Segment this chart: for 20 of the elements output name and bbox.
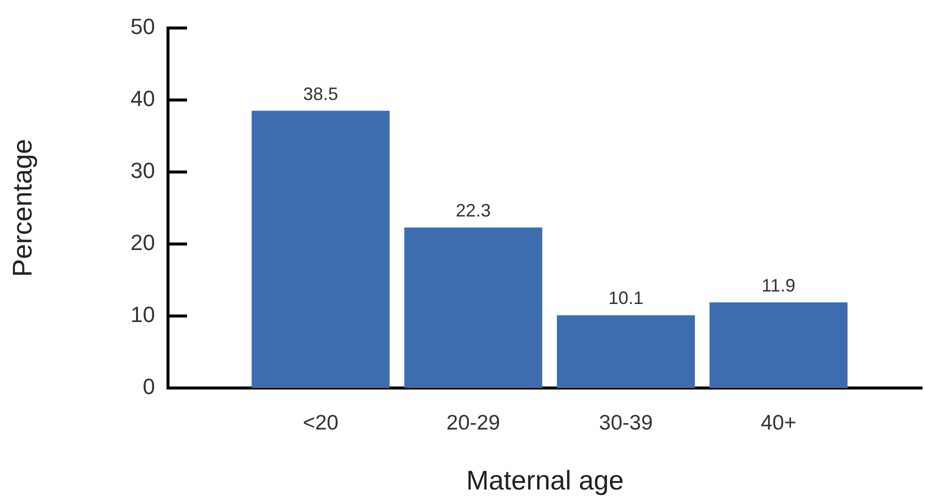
bar — [710, 302, 848, 388]
y-tick-label: 10 — [130, 302, 155, 328]
y-tick-label: 20 — [130, 230, 155, 256]
x-tick-label: 30-39 — [599, 411, 653, 434]
y-axis-title: Percentage — [8, 138, 38, 278]
data-label: 22.3 — [456, 200, 491, 220]
data-label: 38.5 — [303, 84, 338, 104]
bar — [556, 315, 695, 388]
y-tick-label: 40 — [130, 86, 155, 112]
x-axis-title: Maternal age — [466, 465, 624, 496]
y-tick-label: 30 — [130, 158, 155, 184]
x-tick-label: 20-29 — [446, 411, 500, 434]
bar — [404, 227, 542, 388]
bar — [252, 110, 390, 388]
data-label: 10.1 — [608, 288, 644, 308]
data-label: 11.9 — [762, 275, 796, 296]
y-tick-label: 50 — [130, 14, 155, 40]
y-tick-label: 0 — [142, 374, 155, 400]
x-tick-label: 40+ — [760, 411, 796, 434]
x-tick-label: <20 — [302, 411, 338, 434]
